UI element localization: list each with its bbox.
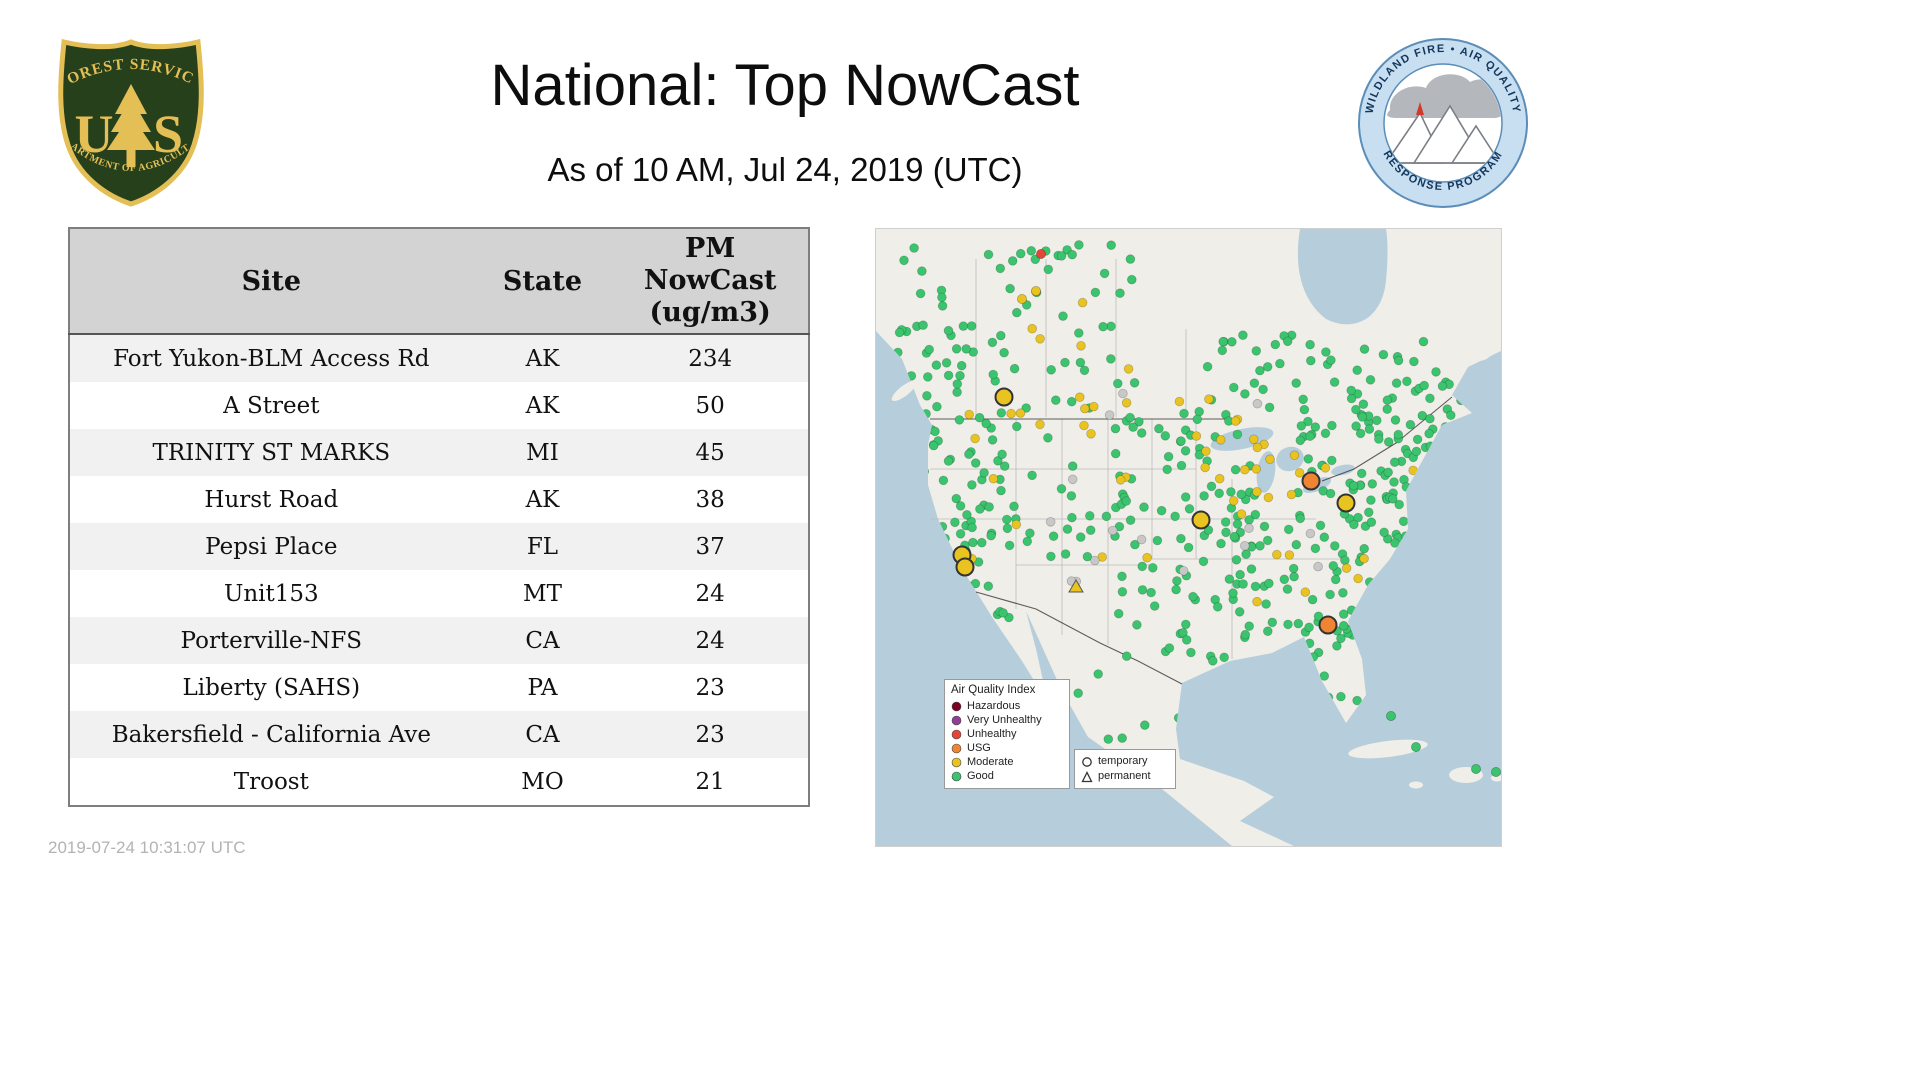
state-cell: AK: [525, 486, 560, 513]
table-row: Hurst Road AK 38: [69, 476, 809, 523]
generation-timestamp: 2019-07-24 10:31:07 UTC: [48, 838, 246, 857]
state-cell: CA: [525, 721, 560, 748]
site-cell: Pepsi Place: [205, 533, 338, 560]
highlight-markers: [952, 248, 1501, 777]
state-cell: CA: [525, 627, 560, 654]
pm-cell: 23: [695, 674, 725, 701]
legend-item-hazardous: Hazardous: [951, 699, 1063, 713]
page-title: National: Top NowCast: [490, 53, 1080, 118]
permanent-triangle-icon: [1081, 770, 1093, 782]
table-row: Troost MO 21: [69, 758, 809, 806]
site-cell: Liberty (SAHS): [182, 674, 361, 701]
legend-item-unhealthy: Unhealthy: [951, 727, 1063, 741]
unhealthy-swatch-icon: [951, 729, 962, 739]
col-header-state: State: [472, 228, 613, 335]
legend-label: Moderate: [967, 756, 1014, 768]
table-header-row: Site State PM NowCast (ug/m3): [69, 228, 809, 335]
marker-label: permanent: [1098, 770, 1151, 782]
forest-service-shield: FOREST SERVICE U S DEPARTMENT OF AGRICUL…: [49, 25, 204, 207]
aqi-legend-title: Air Quality Index: [951, 684, 1036, 696]
site-cell: Porterville-NFS: [180, 627, 363, 654]
pm-cell: 23: [695, 721, 725, 748]
state-cell: FL: [526, 533, 559, 560]
marker-legend-permanent: permanent: [1081, 769, 1169, 784]
table-row: Fort Yukon-BLM Access Rd AK 234: [69, 334, 809, 382]
site-cell: Unit153: [223, 580, 319, 607]
airfire-badge: WILDLAND FIRE • AIR QUALITY RESPONSE PRO…: [1358, 38, 1528, 208]
table-row: Pepsi Place FL 37: [69, 523, 809, 570]
pm-cell: 21: [695, 768, 725, 795]
pm-cell: 24: [695, 627, 725, 654]
legend-item-very-unhealthy: Very Unhealthy: [951, 713, 1063, 727]
flame-icon: [1416, 102, 1424, 115]
fs-letter-u: U: [75, 104, 114, 164]
state-cell: AK: [525, 345, 560, 372]
col-header-site: Site: [69, 228, 473, 335]
legend-label: USG: [967, 742, 991, 754]
usg-swatch-icon: [951, 743, 962, 753]
airfire-logo: WILDLAND FIRE • AIR QUALITY RESPONSE PRO…: [1356, 36, 1530, 210]
very-unhealthy-swatch-icon: [951, 715, 962, 725]
forest-service-logo: FOREST SERVICE U S DEPARTMENT OF AGRICUL…: [49, 25, 207, 210]
legend-label: Hazardous: [967, 700, 1021, 712]
marker-label: temporary: [1098, 755, 1148, 767]
site-cell: Fort Yukon-BLM Access Rd: [113, 345, 430, 372]
legend-label: Very Unhealthy: [967, 714, 1042, 726]
pine-tree-icon: [107, 84, 155, 167]
fs-letter-s: S: [153, 104, 183, 164]
state-borders: [930, 259, 1346, 659]
pm-cell: 234: [688, 345, 733, 372]
table-row: TRINITY ST MARKS MI 45: [69, 429, 809, 476]
nowcast-table-wrap: Site State PM NowCast (ug/m3) Fort Yukon…: [68, 227, 810, 807]
aqi-legend: Air Quality Index Hazardous Very Unhealt…: [944, 679, 1070, 789]
state-cell: MT: [523, 580, 562, 607]
legend-label: Good: [967, 770, 994, 782]
state-cell: MO: [521, 768, 564, 795]
pm-cell: 50: [695, 392, 725, 419]
temporary-circle-icon: [1082, 756, 1092, 767]
legend-item-good: Good: [951, 769, 1063, 783]
marker-legend: temporary permanent: [1074, 749, 1176, 789]
col-header-pm-nowcast: PM NowCast (ug/m3): [612, 228, 809, 335]
smoke-cloud-icon: [1387, 74, 1501, 118]
legend-item-moderate: Moderate: [951, 755, 1063, 769]
marker-legend-temporary: temporary: [1081, 754, 1169, 769]
state-cell: PA: [527, 674, 558, 701]
table-row: A Street AK 50: [69, 382, 809, 429]
legend-item-usg: USG: [951, 741, 1063, 755]
aqi-map: Air Quality Index Hazardous Very Unhealt…: [875, 228, 1502, 847]
table-row: Bakersfield - California Ave CA 23: [69, 711, 809, 758]
site-cell: Bakersfield - California Ave: [111, 721, 431, 748]
site-cell: Troost: [233, 768, 309, 795]
nowcast-table: Site State PM NowCast (ug/m3) Fort Yukon…: [68, 227, 810, 807]
state-cell: AK: [525, 392, 560, 419]
site-cell: Hurst Road: [204, 486, 339, 513]
site-cell: TRINITY ST MARKS: [152, 439, 391, 466]
state-cell: MI: [526, 439, 559, 466]
hazardous-swatch-icon: [951, 701, 962, 711]
pm-cell: 37: [695, 533, 725, 560]
table-row: Unit153 MT 24: [69, 570, 809, 617]
pm-cell: 45: [695, 439, 725, 466]
north-america-landmass: [876, 229, 1501, 846]
page-subtitle: As of 10 AM, Jul 24, 2019 (UTC): [547, 151, 1023, 188]
pm-cell: 24: [695, 580, 725, 607]
pm-cell: 38: [695, 486, 725, 513]
hudson-bay: [1297, 229, 1388, 325]
table-row: Porterville-NFS CA 24: [69, 617, 809, 664]
table-row: Liberty (SAHS) PA 23: [69, 664, 809, 711]
site-cell: A Street: [223, 392, 320, 419]
legend-label: Unhealthy: [967, 728, 1017, 740]
mountains-icon: [1385, 104, 1501, 164]
header-titles: National: Top NowCast As of 10 AM, Jul 2…: [0, 52, 1570, 189]
moderate-swatch-icon: [951, 757, 962, 767]
good-swatch-icon: [951, 771, 962, 781]
